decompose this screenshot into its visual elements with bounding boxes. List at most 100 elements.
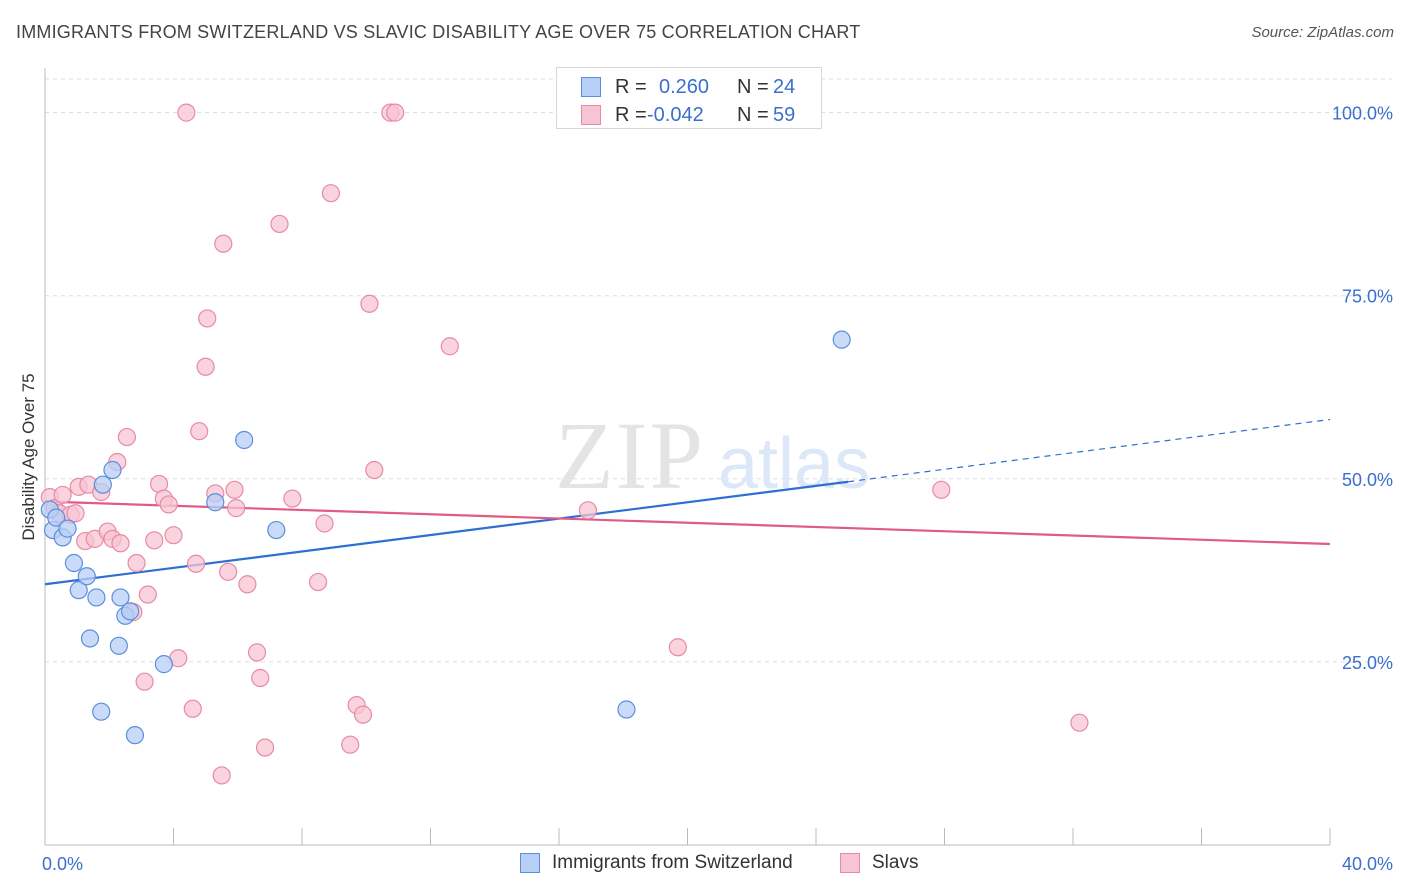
point-switzerland[interactable] [267,520,286,540]
point-slavs[interactable] [186,554,206,573]
swatch-blue [581,77,601,97]
point-switzerland[interactable] [109,636,128,655]
point-slavs[interactable] [932,480,951,499]
point-switzerland[interactable] [87,588,106,607]
point-switzerland[interactable] [47,508,66,527]
watermark: ZIP atlas [555,402,870,509]
point-slavs[interactable] [138,585,157,604]
point-slavs[interactable] [315,514,334,533]
r-value: -0.042 [647,103,704,126]
x-tick-label: 0.0% [42,854,83,874]
point-slavs[interactable] [386,103,405,122]
point-switzerland[interactable] [206,493,225,512]
point-slavs[interactable] [117,427,137,447]
y-tick-label: 75.0% [1342,287,1393,307]
legend-label: Immigrants from Switzerland [552,852,793,873]
point-slavs[interactable] [227,499,246,518]
r-label: R = [615,75,647,98]
point-slavs[interactable] [247,643,267,662]
point-slavs[interactable] [360,294,379,313]
r-value: 0.260 [659,75,710,98]
point-slavs[interactable] [270,214,289,234]
point-slavs[interactable] [214,234,233,253]
stats-row-slavs: R = -0.042 N = 59 [557,101,821,129]
watermark-atlas: atlas [718,424,870,504]
point-slavs[interactable] [440,337,459,356]
point-switzerland[interactable] [92,702,111,721]
legend-swatch-blue [520,853,540,873]
point-switzerland[interactable] [77,567,96,586]
point-slavs[interactable] [341,735,360,754]
legend-label: Slavs [872,852,919,873]
point-switzerland[interactable] [121,602,140,621]
point-slavs[interactable] [1070,713,1089,732]
n-value: 24 [773,75,796,98]
point-switzerland[interactable] [69,581,88,600]
point-slavs[interactable] [145,531,164,550]
axes [44,68,1331,846]
n-value: 59 [773,103,796,126]
point-slavs[interactable] [212,766,231,785]
point-slavs[interactable] [238,575,257,594]
x-tick-label: 40.0% [1342,854,1393,874]
point-slavs[interactable] [321,184,341,203]
point-slavs[interactable] [365,460,384,480]
trend-line-slavs [44,500,1331,546]
swatch-pink [581,105,601,125]
point-slavs[interactable] [198,309,217,328]
point-slavs[interactable] [177,103,196,122]
point-switzerland[interactable] [111,588,130,607]
point-slavs[interactable] [283,489,302,508]
point-slavs[interactable] [135,672,154,691]
n-label: N = [737,75,769,98]
point-switzerland[interactable] [154,655,173,674]
point-slavs[interactable] [111,534,130,553]
point-slavs[interactable] [251,668,270,688]
series-legend: Immigrants from Switzerland Slavs [0,850,1406,878]
y-axis-label: Disability Age Over 75 [19,373,38,541]
source-label: Source: ZipAtlas.com [1251,24,1394,41]
y-tick-label: 25.0% [1342,653,1393,673]
legend-swatch-pink [840,853,860,873]
point-switzerland[interactable] [617,700,636,719]
point-slavs[interactable] [225,480,244,499]
point-slavs[interactable] [190,422,209,441]
watermark-zip: ZIP [555,402,705,509]
point-slavs[interactable] [127,553,146,573]
data-points [40,103,1089,785]
point-switzerland[interactable] [125,726,145,745]
chart-title: IMMIGRANTS FROM SWITZERLAND VS SLAVIC DI… [16,22,861,42]
point-slavs[interactable] [183,699,202,718]
y-tick-label: 100.0% [1332,104,1393,124]
point-slavs[interactable] [196,357,215,376]
point-switzerland[interactable] [832,330,851,349]
point-slavs[interactable] [66,504,85,523]
r-label: R = [615,103,647,126]
point-switzerland[interactable] [235,430,254,450]
point-slavs[interactable] [159,495,178,514]
point-slavs[interactable] [578,501,598,520]
point-slavs[interactable] [308,572,328,592]
point-switzerland[interactable] [93,475,112,494]
point-slavs[interactable] [353,705,373,724]
n-label: N = [737,103,769,126]
point-slavs[interactable] [219,562,238,581]
point-slavs[interactable] [164,526,183,545]
point-slavs[interactable] [255,738,275,757]
point-switzerland[interactable] [58,519,77,538]
legend-item-switzerland[interactable]: Immigrants from Switzerland [520,852,793,874]
trend-line-switzerland [44,480,849,586]
point-slavs[interactable] [53,485,72,505]
tick-labels: 25.0% 50.0% 75.0% 100.0% 0.0% 40.0% [42,104,1393,874]
stats-legend: R = 0.260 N = 24 R = -0.042 N = 59 [556,67,822,129]
point-switzerland[interactable] [64,553,84,573]
point-switzerland[interactable] [80,629,100,648]
trend-lines [44,418,1331,586]
y-tick-label: 50.0% [1342,470,1393,490]
legend-item-slavs[interactable]: Slavs [840,852,918,874]
trend-line-switzerland-extension [848,418,1331,483]
point-slavs[interactable] [668,638,687,657]
point-switzerland[interactable] [103,460,122,480]
gridlines [45,78,1392,663]
